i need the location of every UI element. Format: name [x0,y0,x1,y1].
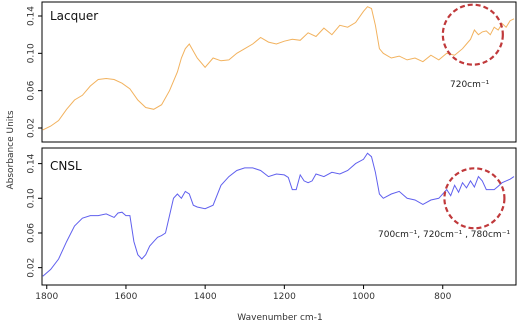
x-axis-label: Wavenumber cm-1 [237,313,322,323]
panel-frame [41,147,517,286]
y-tick-label: 0.02 [27,118,37,138]
spectrum-line [42,152,515,277]
lacquer-panel: 0.02 0.06 0.10 0.14 Lacquer 720cm⁻¹ [27,1,517,143]
y-tick-label: 0.10 [27,43,37,63]
x-tick-label: 1600 [114,292,137,302]
y-tick-label: 0.14 [27,6,37,26]
peak-annotation: 700cm⁻¹, 720cm⁻¹ , 780cm⁻¹ [378,230,510,240]
y-tick-label: 0.14 [27,153,37,173]
panel-label: Lacquer [50,9,98,23]
y-tick-label: 0.06 [27,223,37,243]
y-tick-label: 0.10 [27,188,37,208]
x-axis: 1800 1600 1400 1200 1000 800 [35,285,452,302]
y-tick-label: 0.06 [27,80,37,100]
panel-frame [41,1,517,143]
spectrum-line [42,6,515,131]
highlight-circle [441,3,504,66]
y-tick-label: 0.02 [27,258,37,278]
x-tick-label: 1400 [194,292,217,302]
x-tick-label: 1800 [35,292,58,302]
cnsl-panel: 0.02 0.06 0.10 0.14 CNSL 700cm⁻¹, 720cm⁻¹ , 7… [27,147,517,286]
panel-label: CNSL [50,159,82,173]
x-tick-label: 1200 [273,292,296,302]
y-axis-label: Absorbance Units [6,110,16,189]
peak-annotation: 720cm⁻¹ [450,80,490,90]
x-tick-label: 800 [434,292,451,302]
x-tick-label: 1000 [352,292,375,302]
highlight-circle [443,167,506,230]
